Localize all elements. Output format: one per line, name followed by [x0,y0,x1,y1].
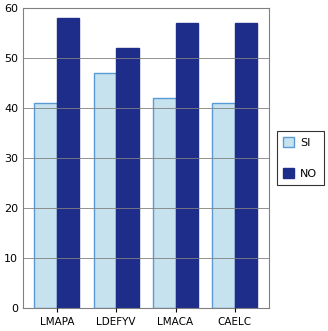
Bar [212,103,235,308]
Legend: SI, NO: SI, NO [277,130,324,185]
Bar [175,23,198,308]
Bar [235,23,257,308]
Bar [116,48,139,308]
Bar [34,103,57,308]
Bar [57,18,79,308]
Bar [94,73,116,308]
Bar [153,98,175,308]
